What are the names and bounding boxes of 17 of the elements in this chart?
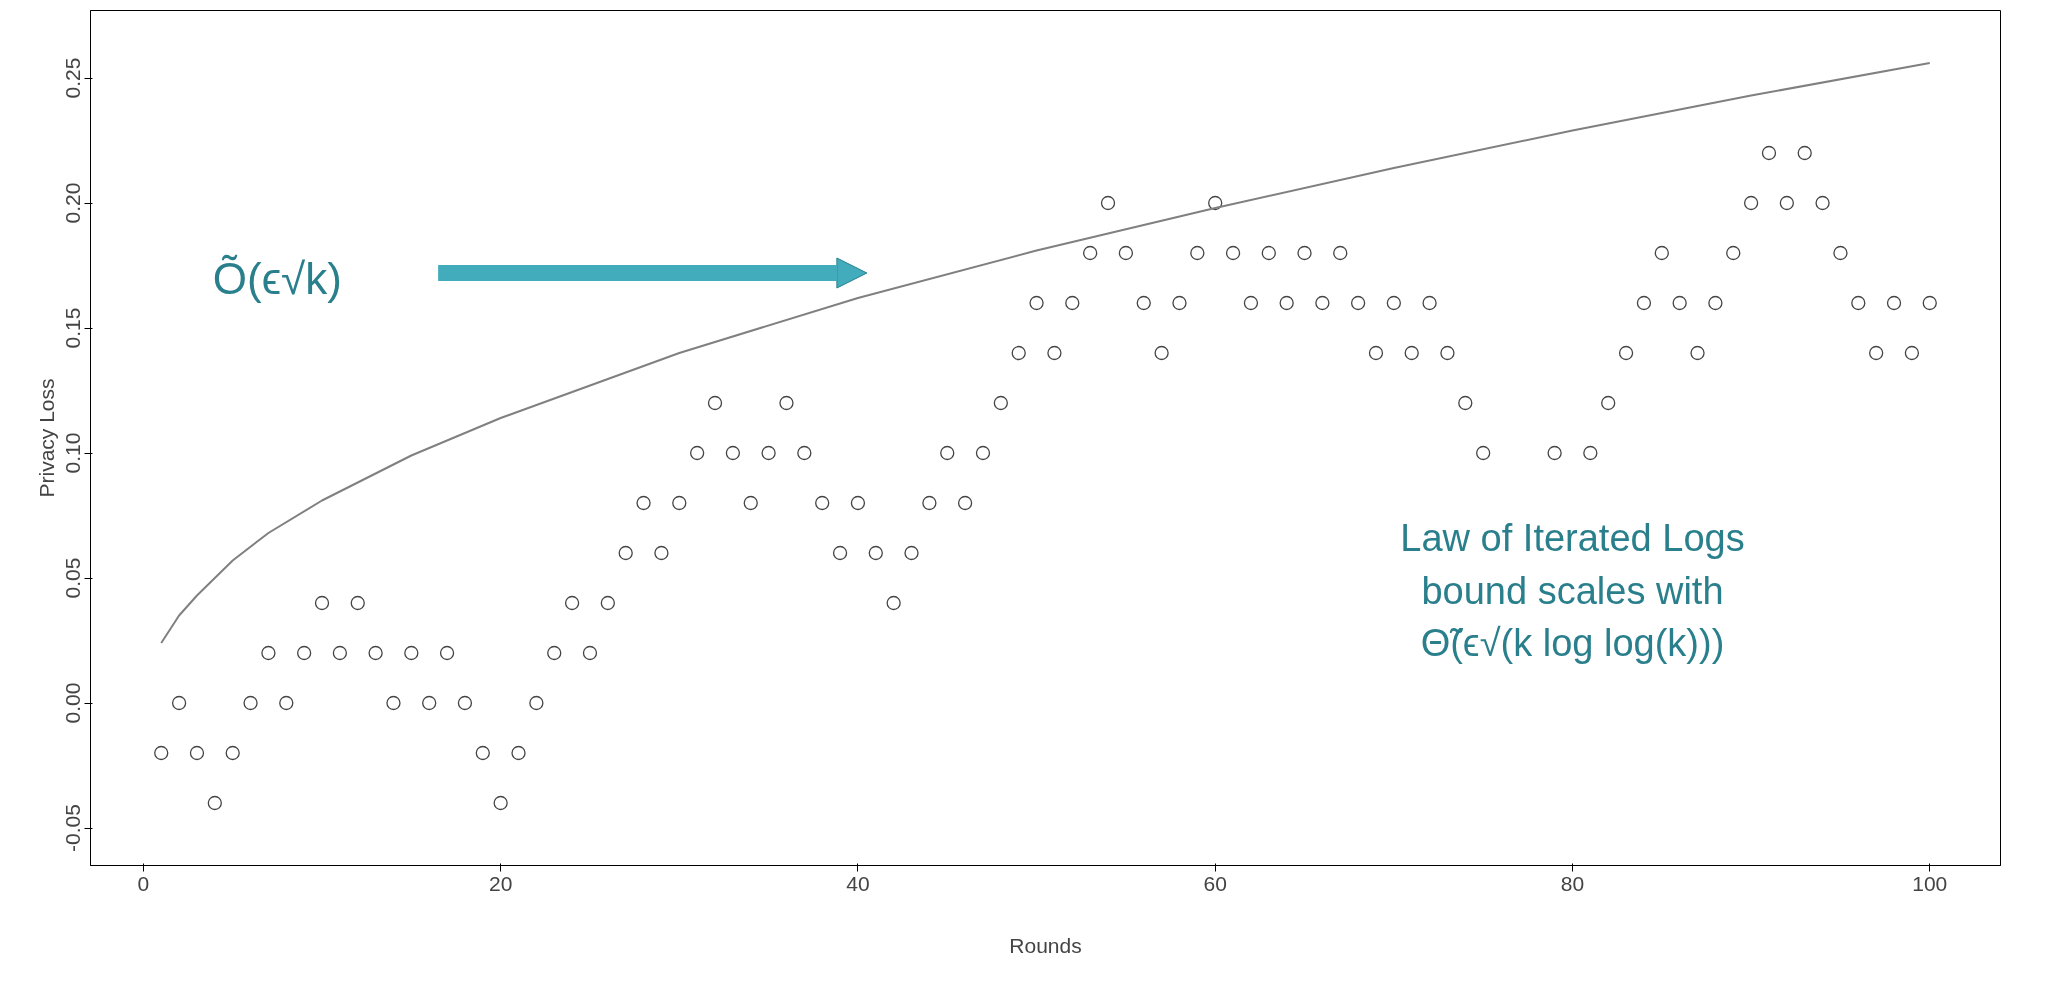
x-tick-label: 100 <box>1912 871 1948 895</box>
y-tick-label: 0.10 <box>60 432 84 474</box>
y-tick-label: 0.20 <box>60 182 84 224</box>
x-tick-label: 80 <box>1560 871 1585 895</box>
x-tick-label: 40 <box>846 871 870 895</box>
x-axis-title: Rounds <box>1009 933 1082 957</box>
x-tick-label: 20 <box>488 871 513 895</box>
x-tick-label: 0 <box>137 871 150 895</box>
y-tick-label: 0.00 <box>60 682 84 724</box>
y-tick-label: 0.25 <box>60 57 84 99</box>
annotation: Law of Iterated Logs bound scales with Θ̃(ϵ√(k log log(k))) <box>1400 517 1745 664</box>
y-tick-label: 0.15 <box>60 307 84 349</box>
annotation: Õ(ϵ√k) <box>212 253 342 303</box>
y-tick-label: 0.05 <box>60 557 84 599</box>
y-axis-title: Privacy Loss <box>34 378 58 498</box>
y-tick-label: -0.05 <box>60 804 84 852</box>
x-tick-label: 60 <box>1203 871 1227 895</box>
